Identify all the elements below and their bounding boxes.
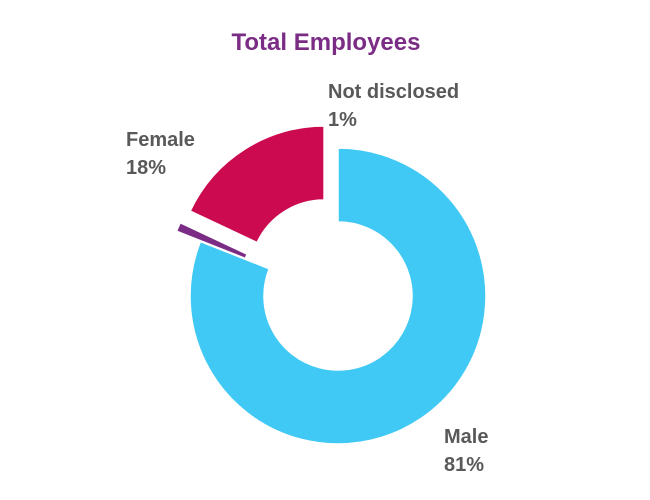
slices-layer (175, 125, 487, 445)
chart-title: Total Employees (232, 29, 421, 56)
labels-layer: Male 81% Not disclosed 1% Female 18% (126, 81, 488, 476)
slice-label-female: Female 18% (126, 129, 195, 179)
slice-label-name: Female (126, 129, 195, 151)
slice-label-not-disclosed: Not disclosed 1% (328, 81, 459, 131)
slice-label-value: 81% (444, 454, 484, 476)
slice-female (189, 125, 325, 244)
slice-label-name: Not disclosed (328, 81, 459, 103)
slice-label-value: 1% (328, 109, 357, 131)
slice-label-value: 18% (126, 157, 166, 179)
slice-label-name: Male (444, 426, 488, 448)
slice-label-male: Male 81% (444, 426, 488, 476)
slice-not-disclosed (175, 221, 249, 260)
slice-male (189, 147, 487, 445)
